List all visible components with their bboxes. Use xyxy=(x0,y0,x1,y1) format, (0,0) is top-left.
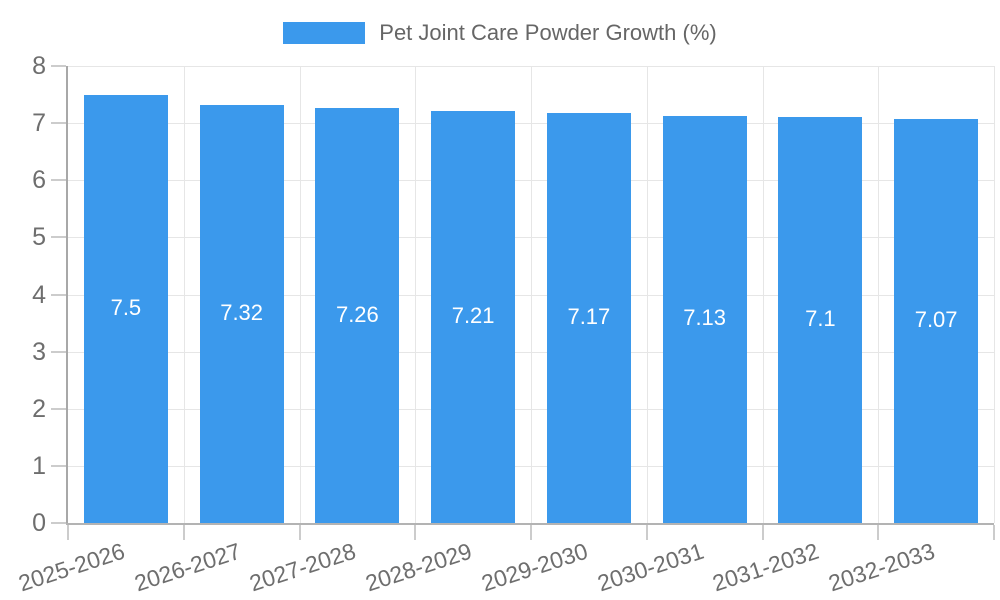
bar-value-label: 7.32 xyxy=(220,299,264,325)
bar-value-label: 7.13 xyxy=(683,305,727,331)
y-axis-tick xyxy=(51,522,66,524)
y-axis-line xyxy=(66,66,68,523)
x-axis-tick xyxy=(298,525,301,540)
bar-2028-2029[interactable]: 7.21 xyxy=(431,111,516,523)
y-axis-tick-label: 3 xyxy=(32,337,46,366)
x-axis-tick xyxy=(182,525,185,540)
y-axis-tick-label: 0 xyxy=(32,509,46,537)
y-axis-tick xyxy=(51,407,66,410)
x-axis-tick xyxy=(877,525,880,540)
bar-2029-2030[interactable]: 7.17 xyxy=(546,113,631,523)
legend-label[interactable]: Pet Joint Care Powder Growth (%) xyxy=(379,20,717,45)
bar-2025-2026[interactable]: 7.5 xyxy=(83,94,168,523)
y-axis-tick-label: 2 xyxy=(32,394,46,423)
x-gridline xyxy=(994,66,995,523)
x-axis-line xyxy=(66,523,994,525)
y-axis-tick-label: 1 xyxy=(32,451,46,480)
y-axis-tick xyxy=(51,293,66,296)
y-axis-tick-label: 8 xyxy=(32,52,46,80)
y-axis-tick xyxy=(51,350,66,353)
y-axis-tick xyxy=(51,122,66,125)
x-gridline xyxy=(762,66,764,523)
plot-area: 0 1 2 3 4 5 6 7 8 7.5 2025-2026 7.32 2026-2027 7.26 20… xyxy=(15,52,995,596)
bar-value-label: 7.1 xyxy=(805,306,836,332)
x-axis-tick-label-text: 2032-2033 xyxy=(825,537,938,597)
x-gridline xyxy=(415,66,417,523)
bar-2031-2032[interactable]: 7.1 xyxy=(778,117,863,523)
x-gridline xyxy=(299,66,301,523)
x-gridline xyxy=(646,66,648,523)
bar-value-label: 7.5 xyxy=(110,294,142,320)
x-axis-tick xyxy=(414,525,417,540)
bar-value-label: 7.07 xyxy=(914,307,958,333)
x-axis-tick xyxy=(530,525,532,540)
bar-2030-2031[interactable]: 7.13 xyxy=(662,115,747,523)
y-axis-tick-label: 4 xyxy=(32,280,46,309)
y-axis-tick-label: 7 xyxy=(32,109,46,138)
x-gridline xyxy=(878,66,880,523)
x-axis-tick xyxy=(67,525,69,540)
x-gridline xyxy=(183,66,185,523)
bar-value-label: 7.21 xyxy=(451,303,495,329)
bar-value-label: 7.17 xyxy=(567,304,611,330)
x-gridline xyxy=(531,66,532,523)
y-axis-tick-label: 5 xyxy=(32,223,46,252)
x-axis-tick xyxy=(645,525,648,540)
y-axis-tick xyxy=(51,179,66,182)
bar-2032-2033[interactable]: 7.07 xyxy=(894,119,979,523)
x-axis-tick xyxy=(993,525,995,540)
y-axis-tick xyxy=(51,464,66,467)
x-axis-tick-label: 2032-2033 xyxy=(674,537,938,597)
legend[interactable]: Pet Joint Care Powder Growth (%) xyxy=(0,20,1000,46)
x-axis-tick xyxy=(761,525,764,540)
bar-2026-2027[interactable]: 7.32 xyxy=(199,104,284,523)
bar-value-label: 7.26 xyxy=(335,301,379,327)
legend-swatch[interactable] xyxy=(283,22,366,44)
y-axis-tick-label: 6 xyxy=(32,166,46,195)
bar-2027-2028[interactable]: 7.26 xyxy=(315,108,400,523)
y-axis-tick xyxy=(51,65,66,67)
y-axis-tick xyxy=(51,236,66,239)
